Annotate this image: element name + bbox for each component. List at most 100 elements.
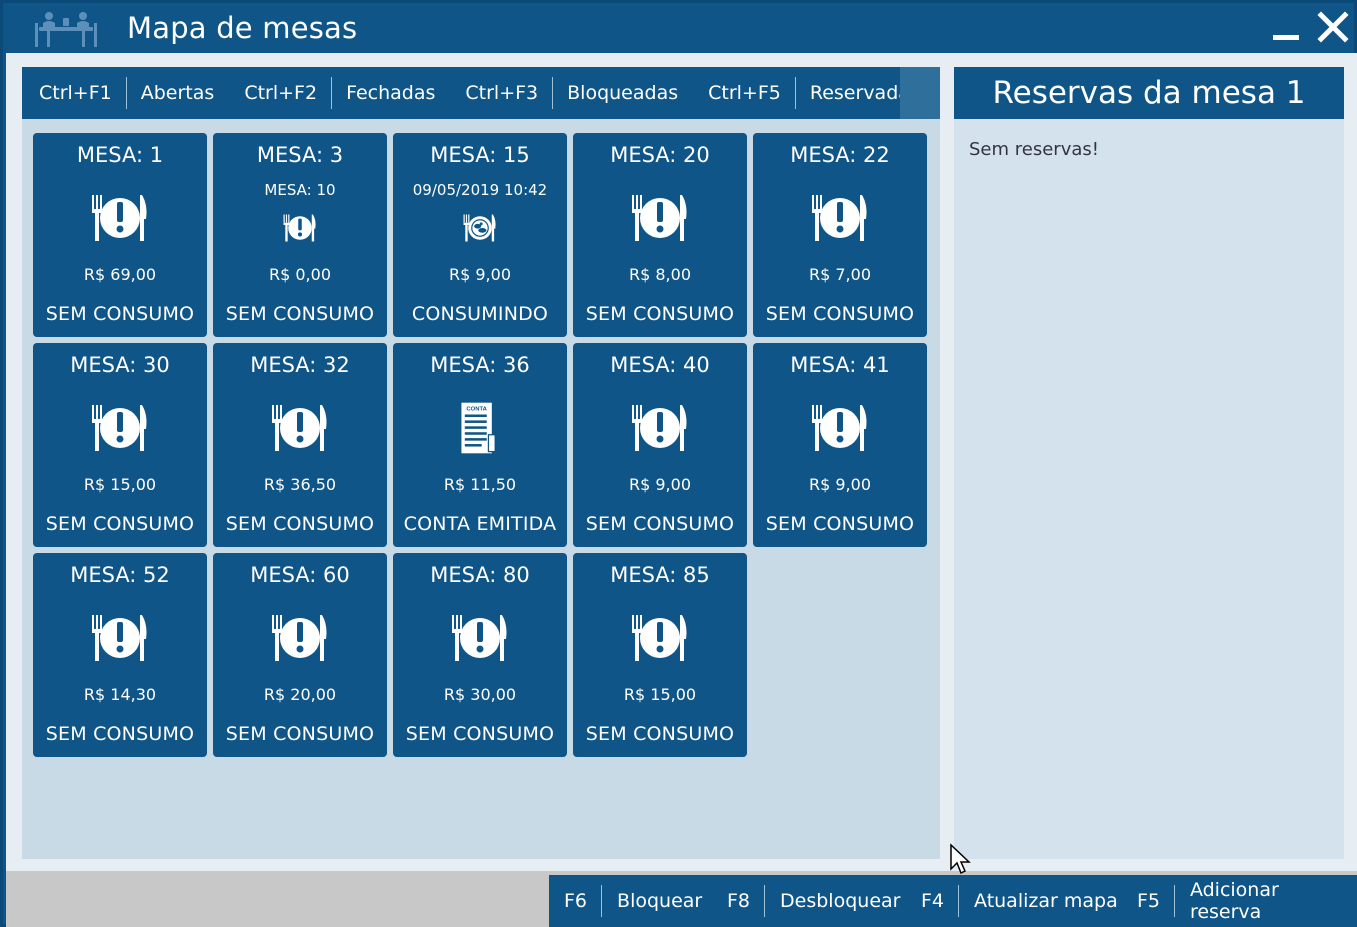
plate-alert-icon [812, 405, 867, 451]
button-label: Atualizar mapa [974, 890, 1118, 912]
table-status: SEM CONSUMO [405, 723, 555, 745]
tab-shortcut: Ctrl+F1 [39, 82, 112, 104]
table-status: SEM CONSUMO [765, 513, 915, 535]
table-amount: R$ 9,00 [808, 475, 871, 494]
table-amount: R$ 9,00 [628, 475, 691, 494]
table-number: MESA: 1 [76, 143, 164, 167]
table-amount: R$ 15,00 [623, 685, 697, 704]
table-card[interactable]: MESA: 40 R$ 9,00 SEM CONSUMO [573, 343, 747, 547]
mouse-cursor-icon [950, 843, 971, 875]
table-number: MESA: 60 [250, 563, 350, 587]
table-number: MESA: 30 [70, 353, 170, 377]
filter-tabs: Ctrl+F1 Abertas Ctrl+F2 Fechadas Ctrl+F3… [22, 67, 920, 119]
table-card[interactable]: MESA: 36 CONTA R$ 11,50 CONTA EMITIDA [393, 343, 567, 547]
separator [958, 885, 960, 917]
table-card[interactable]: MESA: 3 MESA: 10 R$ 0,00 SEM CONSUMO [213, 133, 387, 337]
table-amount: R$ 69,00 [83, 265, 157, 284]
table-number: MESA: 3 [256, 143, 344, 167]
action-bar: F6 Bloquear F8 Desbloquear F4 Atualizar … [6, 871, 1357, 927]
table-number: MESA: 22 [790, 143, 890, 167]
table-card[interactable]: MESA: 30 R$ 15,00 SEM CONSUMO [33, 343, 207, 547]
bill-icon: CONTA [461, 402, 496, 454]
table-card[interactable]: MESA: 80 R$ 30,00 SEM CONSUMO [393, 553, 567, 757]
button-shortcut: F4 [921, 890, 945, 912]
table-card[interactable]: MESA: 20 R$ 8,00 SEM CONSUMO [573, 133, 747, 337]
table-status: SEM CONSUMO [45, 513, 195, 535]
plate-alert-icon [452, 615, 507, 661]
separator [125, 77, 127, 109]
minimize-icon[interactable] [1269, 11, 1301, 43]
tab-label: Abertas [140, 82, 215, 104]
window-title: Mapa de mesas [127, 11, 358, 45]
table-card[interactable]: MESA: 22 R$ 7,00 SEM CONSUMO [753, 133, 927, 337]
table-amount: R$ 15,00 [83, 475, 157, 494]
table-status: SEM CONSUMO [585, 303, 735, 325]
table-subtitle: MESA: 10 [264, 181, 336, 199]
plate-alert-icon [92, 615, 147, 661]
tab-fechadas[interactable]: Ctrl+F2 Fechadas [227, 67, 448, 119]
reservations-empty-text: Sem reservas! [969, 139, 1099, 160]
table-card[interactable]: MESA: 1 R$ 69,00 SEM CONSUMO [33, 133, 207, 337]
plate-alert-icon [272, 405, 327, 451]
table-number: MESA: 36 [430, 353, 530, 377]
tab-label: Fechadas [346, 82, 436, 104]
table-status: SEM CONSUMO [225, 723, 375, 745]
table-amount: R$ 14,30 [83, 685, 157, 704]
add-reservation-button[interactable]: F5 Adicionar reserva [1122, 875, 1357, 927]
table-number: MESA: 40 [610, 353, 710, 377]
table-status: CONTA EMITIDA [403, 513, 557, 535]
bill-text: CONTA [466, 406, 487, 412]
table-amount: R$ 11,50 [443, 475, 517, 494]
tab-reservadas[interactable]: Ctrl+F5 Reservadas [691, 67, 933, 119]
block-button[interactable]: F6 Bloquear [549, 875, 718, 927]
separator [552, 77, 554, 109]
table-card[interactable]: MESA: 41 R$ 9,00 SEM CONSUMO [753, 343, 927, 547]
reservations-title: Reservas da mesa 1 [954, 67, 1344, 119]
plate-alert-icon [632, 405, 687, 451]
refresh-map-button[interactable]: F4 Atualizar mapa [906, 875, 1133, 927]
table-number: MESA: 52 [70, 563, 170, 587]
tab-shortcut: Ctrl+F3 [465, 82, 539, 104]
tab-label: Reservadas [809, 82, 920, 104]
table-card[interactable]: MESA: 60 R$ 20,00 SEM CONSUMO [213, 553, 387, 757]
tab-bloqueadas[interactable]: Ctrl+F3 Bloqueadas [448, 67, 691, 119]
table-status: CONSUMINDO [411, 303, 549, 325]
table-card[interactable]: MESA: 32 R$ 36,50 SEM CONSUMO [213, 343, 387, 547]
table-number: MESA: 80 [430, 563, 530, 587]
table-status: SEM CONSUMO [225, 513, 375, 535]
table-status: SEM CONSUMO [225, 303, 375, 325]
table-number: MESA: 15 [430, 143, 530, 167]
plate-alert-icon [632, 195, 687, 241]
button-label: Bloquear [617, 890, 703, 912]
separator [794, 77, 796, 109]
separator [764, 885, 766, 917]
close-icon[interactable] [1317, 11, 1349, 43]
table-number: MESA: 20 [610, 143, 710, 167]
separator [331, 77, 333, 109]
title-bar[interactable]: Mapa de mesas [3, 3, 1354, 53]
unblock-button[interactable]: F8 Desbloquear [712, 875, 916, 927]
tab-shortcut: Ctrl+F2 [244, 82, 318, 104]
button-label: Desbloquear [780, 890, 901, 912]
table-card[interactable]: MESA: 52 R$ 14,30 SEM CONSUMO [33, 553, 207, 757]
tabs-tail [900, 67, 940, 119]
table-amount: R$ 0,00 [268, 265, 331, 284]
table-amount: R$ 7,00 [808, 265, 871, 284]
tables-panel: Ctrl+F1 Abertas Ctrl+F2 Fechadas Ctrl+F3… [22, 67, 940, 859]
table-card[interactable]: MESA: 15 09/05/2019 10:42 R$ 9,00 CONSUMIND… [393, 133, 567, 337]
content-area: Ctrl+F1 Abertas Ctrl+F2 Fechadas Ctrl+F3… [6, 53, 1357, 871]
plate-alert-icon [632, 615, 687, 661]
tab-abertas[interactable]: Ctrl+F1 Abertas [22, 67, 227, 119]
table-amount: R$ 8,00 [628, 265, 691, 284]
table-card[interactable]: MESA: 85 R$ 15,00 SEM CONSUMO [573, 553, 747, 757]
table-status: SEM CONSUMO [585, 723, 735, 745]
table-amount: R$ 36,50 [263, 475, 337, 494]
separator [601, 885, 603, 917]
table-amount: R$ 30,00 [443, 685, 517, 704]
table-status: SEM CONSUMO [45, 303, 195, 325]
plate-alert-icon [283, 214, 316, 242]
table-status: SEM CONSUMO [45, 723, 195, 745]
tab-shortcut: Ctrl+F5 [708, 82, 781, 104]
plate-alert-icon [92, 405, 147, 451]
